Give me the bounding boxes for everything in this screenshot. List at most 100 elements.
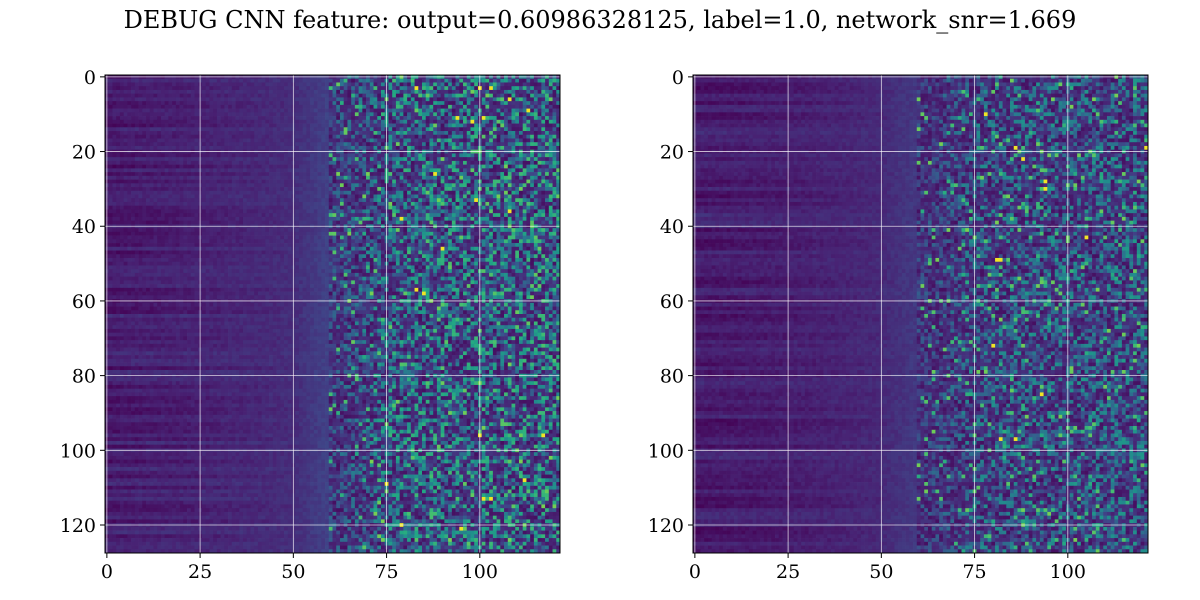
- heatmap-cell: [139, 191, 143, 195]
- heatmap-cell: [433, 146, 437, 150]
- heatmap-cell: [526, 79, 530, 83]
- heatmap-cell: [392, 172, 396, 176]
- heatmap-cell: [411, 176, 415, 180]
- heatmap-cell: [534, 138, 538, 142]
- heatmap-cell: [366, 138, 370, 142]
- heatmap-cell: [493, 97, 497, 101]
- heatmap-cell: [441, 127, 445, 131]
- heatmap-cell: [396, 176, 400, 180]
- heatmap-cell: [422, 124, 426, 128]
- heatmap-cell: [116, 195, 120, 199]
- heatmap-cell: [470, 206, 474, 210]
- heatmap-cell: [310, 101, 314, 105]
- heatmap-cell: [377, 153, 381, 157]
- heatmap-cell: [400, 127, 404, 131]
- heatmap-cell: [176, 90, 180, 94]
- heatmap-cell: [262, 94, 266, 98]
- heatmap-cell: [534, 183, 538, 187]
- heatmap-cell: [482, 109, 486, 113]
- heatmap-cell: [470, 195, 474, 199]
- heatmap-cell: [127, 79, 131, 83]
- heatmap-cell: [139, 135, 143, 139]
- heatmap-cell: [553, 153, 557, 157]
- heatmap-cell: [232, 153, 236, 157]
- heatmap-cell: [388, 127, 392, 131]
- heatmap-cell: [318, 172, 322, 176]
- heatmap-cell: [139, 116, 143, 120]
- heatmap-cell: [157, 217, 161, 221]
- heatmap-cell: [127, 217, 131, 221]
- heatmap-cell: [474, 146, 478, 150]
- heatmap-cell: [232, 209, 236, 213]
- heatmap-cell: [366, 101, 370, 105]
- heatmap-cell: [526, 209, 530, 213]
- heatmap-cell: [519, 206, 523, 210]
- heatmap-cell: [277, 202, 281, 206]
- heatmap-cell: [258, 180, 262, 184]
- heatmap-cell: [321, 191, 325, 195]
- heatmap-cell: [228, 209, 232, 213]
- heatmap-cell: [411, 124, 415, 128]
- heatmap-cell: [549, 195, 553, 199]
- heatmap-cell: [273, 180, 277, 184]
- heatmap-cell: [247, 195, 251, 199]
- heatmap-cell: [247, 198, 251, 202]
- heatmap-cell: [303, 161, 307, 165]
- heatmap-cell: [299, 105, 303, 109]
- heatmap-cell: [333, 213, 337, 217]
- heatmap-cell: [176, 124, 180, 128]
- heatmap-cell: [116, 120, 120, 124]
- heatmap-cell: [310, 195, 314, 199]
- heatmap-cell: [441, 105, 445, 109]
- heatmap-cell: [418, 109, 422, 113]
- heatmap-cell: [146, 221, 150, 225]
- heatmap-cell: [295, 195, 299, 199]
- heatmap-cell: [224, 135, 228, 139]
- heatmap-cell: [459, 153, 463, 157]
- heatmap-cell: [347, 79, 351, 83]
- heatmap-cell: [433, 209, 437, 213]
- heatmap-cell: [355, 97, 359, 101]
- heatmap-cell: [444, 180, 448, 184]
- heatmap-cell: [239, 112, 243, 116]
- heatmap-cell: [239, 116, 243, 120]
- heatmap-cell: [112, 109, 116, 113]
- heatmap-cell: [400, 187, 404, 191]
- heatmap-cell: [314, 221, 318, 225]
- heatmap-cell: [407, 82, 411, 86]
- heatmap-cell: [351, 82, 355, 86]
- heatmap-cell: [433, 198, 437, 202]
- heatmap-cell: [277, 120, 281, 124]
- heatmap-cell: [202, 142, 206, 146]
- heatmap-cell: [236, 153, 240, 157]
- heatmap-cell: [470, 198, 474, 202]
- heatmap-cell: [515, 183, 519, 187]
- heatmap-cell: [508, 90, 512, 94]
- heatmap-cell: [526, 198, 530, 202]
- heatmap-cell: [150, 217, 154, 221]
- heatmap-cell: [135, 176, 139, 180]
- heatmap-cell: [355, 86, 359, 90]
- heatmap-cell: [534, 109, 538, 113]
- heatmap-cell: [120, 86, 124, 90]
- heatmap-cell: [523, 124, 527, 128]
- heatmap-cell: [448, 109, 452, 113]
- heatmap-cell: [176, 172, 180, 176]
- heatmap-cell: [456, 195, 460, 199]
- heatmap-cell: [176, 142, 180, 146]
- heatmap-cell: [534, 94, 538, 98]
- heatmap-cell: [288, 97, 292, 101]
- heatmap-cell: [553, 165, 557, 169]
- heatmap-cell: [422, 90, 426, 94]
- heatmap-cell: [124, 153, 128, 157]
- heatmap-cell: [209, 101, 213, 105]
- heatmap-cell: [538, 127, 542, 131]
- heatmap-cell: [340, 176, 344, 180]
- heatmap-cell: [213, 94, 217, 98]
- heatmap-cell: [314, 79, 318, 83]
- heatmap-cell: [333, 127, 337, 131]
- heatmap-cell: [277, 165, 281, 169]
- heatmap-cell: [381, 217, 385, 221]
- heatmap-cell: [262, 124, 266, 128]
- heatmap-cell: [258, 161, 262, 165]
